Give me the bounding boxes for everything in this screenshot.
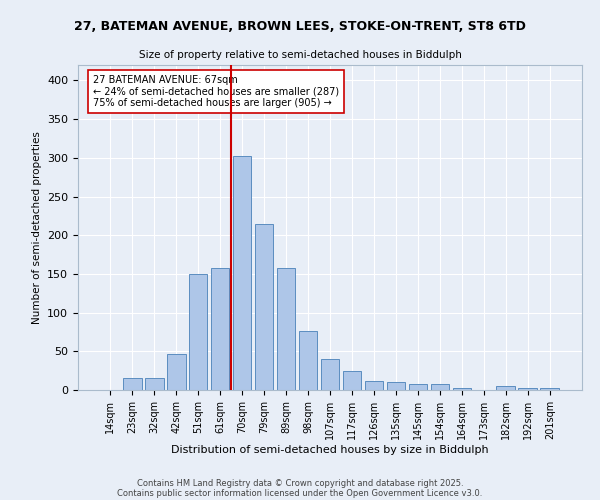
Bar <box>277 268 295 390</box>
Bar <box>541 388 559 390</box>
Bar <box>496 386 515 390</box>
Bar <box>343 372 361 390</box>
Bar <box>320 359 340 390</box>
Bar <box>123 378 142 390</box>
X-axis label: Distribution of semi-detached houses by size in Biddulph: Distribution of semi-detached houses by … <box>171 444 489 454</box>
Bar <box>255 224 274 390</box>
Bar <box>211 268 229 390</box>
Text: Size of property relative to semi-detached houses in Biddulph: Size of property relative to semi-detach… <box>139 50 461 60</box>
Text: 27, BATEMAN AVENUE, BROWN LEES, STOKE-ON-TRENT, ST8 6TD: 27, BATEMAN AVENUE, BROWN LEES, STOKE-ON… <box>74 20 526 33</box>
Bar <box>189 274 208 390</box>
Bar <box>431 384 449 390</box>
Y-axis label: Number of semi-detached properties: Number of semi-detached properties <box>32 131 41 324</box>
Bar <box>299 331 317 390</box>
Bar <box>518 388 537 390</box>
Bar <box>145 378 164 390</box>
Text: Contains public sector information licensed under the Open Government Licence v3: Contains public sector information licen… <box>118 488 482 498</box>
Bar <box>167 354 185 390</box>
Bar <box>233 156 251 390</box>
Text: 27 BATEMAN AVENUE: 67sqm
← 24% of semi-detached houses are smaller (287)
75% of : 27 BATEMAN AVENUE: 67sqm ← 24% of semi-d… <box>93 74 339 108</box>
Bar <box>386 382 405 390</box>
Text: Contains HM Land Registry data © Crown copyright and database right 2025.: Contains HM Land Registry data © Crown c… <box>137 478 463 488</box>
Bar <box>409 384 427 390</box>
Bar <box>365 380 383 390</box>
Bar <box>452 388 471 390</box>
